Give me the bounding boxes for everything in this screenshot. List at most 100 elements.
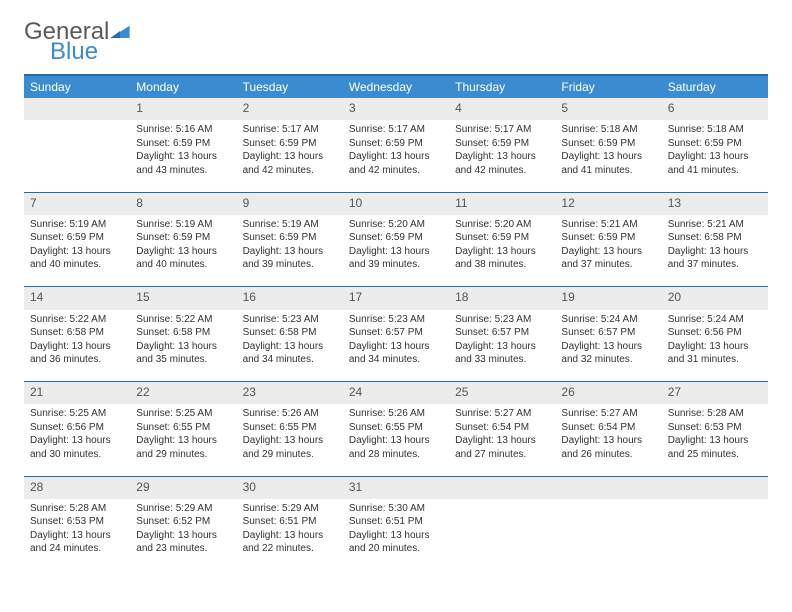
daylight-text: Daylight: 13 hours and 42 minutes. [243, 150, 337, 177]
day-number-cell: 2 [237, 98, 343, 120]
day-content-cell: Sunrise: 5:17 AMSunset: 6:59 PMDaylight:… [449, 120, 555, 192]
daylight-text: Daylight: 13 hours and 39 minutes. [243, 245, 337, 272]
sunrise-text: Sunrise: 5:23 AM [243, 313, 337, 327]
day-number-cell: 25 [449, 382, 555, 405]
day-info: Sunrise: 5:20 AMSunset: 6:59 PMDaylight:… [455, 218, 549, 272]
day-number-cell: 27 [662, 382, 768, 405]
sunrise-text: Sunrise: 5:23 AM [455, 313, 549, 327]
day-content-cell: Sunrise: 5:24 AMSunset: 6:57 PMDaylight:… [555, 310, 661, 382]
day-number-cell: 11 [449, 192, 555, 215]
daylight-text: Daylight: 13 hours and 22 minutes. [243, 529, 337, 556]
daylight-text: Daylight: 13 hours and 26 minutes. [561, 434, 655, 461]
sunset-text: Sunset: 6:59 PM [561, 231, 655, 245]
sunset-text: Sunset: 6:59 PM [136, 231, 230, 245]
day-number: 30 [243, 479, 337, 495]
day-info: Sunrise: 5:21 AMSunset: 6:58 PMDaylight:… [668, 218, 762, 272]
daylight-text: Daylight: 13 hours and 30 minutes. [30, 434, 124, 461]
sunrise-text: Sunrise: 5:19 AM [243, 218, 337, 232]
sunset-text: Sunset: 6:59 PM [455, 137, 549, 151]
daylight-text: Daylight: 13 hours and 29 minutes. [136, 434, 230, 461]
day-number-cell: 13 [662, 192, 768, 215]
day-number: 29 [136, 479, 230, 495]
day-number: 1 [136, 100, 230, 116]
day-content-cell: Sunrise: 5:17 AMSunset: 6:59 PMDaylight:… [343, 120, 449, 192]
day-info: Sunrise: 5:23 AMSunset: 6:57 PMDaylight:… [349, 313, 443, 367]
day-number: 17 [349, 289, 443, 305]
day-content-cell: Sunrise: 5:21 AMSunset: 6:58 PMDaylight:… [662, 215, 768, 287]
day-info: Sunrise: 5:22 AMSunset: 6:58 PMDaylight:… [136, 313, 230, 367]
day-content-cell: Sunrise: 5:25 AMSunset: 6:55 PMDaylight:… [130, 404, 236, 476]
day-number: 6 [668, 100, 762, 116]
week-number-strip: 123456 [24, 98, 768, 120]
daylight-text: Daylight: 13 hours and 29 minutes. [243, 434, 337, 461]
sunset-text: Sunset: 6:52 PM [136, 515, 230, 529]
sunrise-text: Sunrise: 5:25 AM [136, 407, 230, 421]
day-number: 22 [136, 384, 230, 400]
day-number: 15 [136, 289, 230, 305]
day-content-cell: Sunrise: 5:26 AMSunset: 6:55 PMDaylight:… [237, 404, 343, 476]
sunrise-text: Sunrise: 5:22 AM [30, 313, 124, 327]
day-number: 26 [561, 384, 655, 400]
sunset-text: Sunset: 6:54 PM [455, 421, 549, 435]
sunrise-text: Sunrise: 5:16 AM [136, 123, 230, 137]
sunrise-text: Sunrise: 5:21 AM [668, 218, 762, 232]
day-content-cell: Sunrise: 5:26 AMSunset: 6:55 PMDaylight:… [343, 404, 449, 476]
day-number: 11 [455, 195, 549, 211]
day-content-cell: Sunrise: 5:19 AMSunset: 6:59 PMDaylight:… [24, 215, 130, 287]
day-number-cell: 17 [343, 287, 449, 310]
sunrise-text: Sunrise: 5:20 AM [349, 218, 443, 232]
day-content-cell: Sunrise: 5:21 AMSunset: 6:59 PMDaylight:… [555, 215, 661, 287]
sunrise-text: Sunrise: 5:29 AM [243, 502, 337, 516]
day-content-cell: Sunrise: 5:25 AMSunset: 6:56 PMDaylight:… [24, 404, 130, 476]
day-header-row: Sunday Monday Tuesday Wednesday Thursday… [24, 75, 768, 98]
day-header: Saturday [662, 75, 768, 98]
day-content-cell: Sunrise: 5:24 AMSunset: 6:56 PMDaylight:… [662, 310, 768, 382]
daylight-text: Daylight: 13 hours and 38 minutes. [455, 245, 549, 272]
day-number: 12 [561, 195, 655, 211]
day-number: 3 [349, 100, 443, 116]
sunset-text: Sunset: 6:59 PM [349, 137, 443, 151]
day-info: Sunrise: 5:25 AMSunset: 6:56 PMDaylight:… [30, 407, 124, 461]
week-number-strip: 14151617181920 [24, 287, 768, 310]
day-info: Sunrise: 5:28 AMSunset: 6:53 PMDaylight:… [30, 502, 124, 556]
day-number-cell [555, 476, 661, 499]
sunrise-text: Sunrise: 5:21 AM [561, 218, 655, 232]
day-number-cell [449, 476, 555, 499]
sunrise-text: Sunrise: 5:22 AM [136, 313, 230, 327]
sunrise-text: Sunrise: 5:19 AM [136, 218, 230, 232]
day-number: 13 [668, 195, 762, 211]
day-number-cell: 21 [24, 382, 130, 405]
day-info: Sunrise: 5:26 AMSunset: 6:55 PMDaylight:… [349, 407, 443, 461]
day-number: 7 [30, 195, 124, 211]
sunrise-text: Sunrise: 5:17 AM [455, 123, 549, 137]
day-number-cell: 26 [555, 382, 661, 405]
day-info: Sunrise: 5:16 AMSunset: 6:59 PMDaylight:… [136, 123, 230, 177]
day-content-cell: Sunrise: 5:20 AMSunset: 6:59 PMDaylight:… [343, 215, 449, 287]
sunset-text: Sunset: 6:56 PM [668, 326, 762, 340]
day-content-cell: Sunrise: 5:23 AMSunset: 6:58 PMDaylight:… [237, 310, 343, 382]
day-content-cell: Sunrise: 5:19 AMSunset: 6:59 PMDaylight:… [130, 215, 236, 287]
sunrise-text: Sunrise: 5:27 AM [455, 407, 549, 421]
day-number: 2 [243, 100, 337, 116]
day-number: 14 [30, 289, 124, 305]
day-info: Sunrise: 5:29 AMSunset: 6:51 PMDaylight:… [243, 502, 337, 556]
daylight-text: Daylight: 13 hours and 43 minutes. [136, 150, 230, 177]
sunset-text: Sunset: 6:56 PM [30, 421, 124, 435]
day-number-cell: 16 [237, 287, 343, 310]
day-number: 8 [136, 195, 230, 211]
day-info: Sunrise: 5:28 AMSunset: 6:53 PMDaylight:… [668, 407, 762, 461]
day-number-cell: 7 [24, 192, 130, 215]
day-number: 23 [243, 384, 337, 400]
sunrise-text: Sunrise: 5:18 AM [668, 123, 762, 137]
daylight-text: Daylight: 13 hours and 25 minutes. [668, 434, 762, 461]
sunrise-text: Sunrise: 5:18 AM [561, 123, 655, 137]
day-number: 31 [349, 479, 443, 495]
day-info: Sunrise: 5:23 AMSunset: 6:57 PMDaylight:… [455, 313, 549, 367]
day-info: Sunrise: 5:29 AMSunset: 6:52 PMDaylight:… [136, 502, 230, 556]
sunrise-text: Sunrise: 5:29 AM [136, 502, 230, 516]
sunrise-text: Sunrise: 5:27 AM [561, 407, 655, 421]
day-info: Sunrise: 5:24 AMSunset: 6:56 PMDaylight:… [668, 313, 762, 367]
calendar-table: Sunday Monday Tuesday Wednesday Thursday… [24, 74, 768, 571]
sunset-text: Sunset: 6:51 PM [349, 515, 443, 529]
logo-triangle-icon [110, 24, 130, 43]
